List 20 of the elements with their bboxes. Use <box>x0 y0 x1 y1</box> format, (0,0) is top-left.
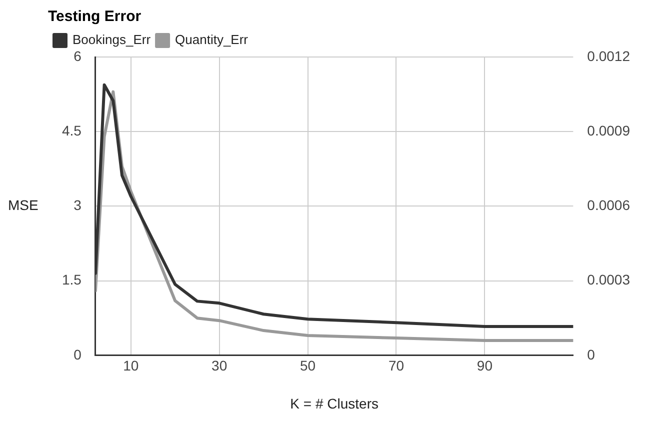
x-tick-label: 70 <box>388 358 404 374</box>
y2-tick-label: 0.0012 <box>587 48 630 64</box>
y-tick-label: 0 <box>74 346 82 362</box>
x-axis-title: K = # Clusters <box>290 395 378 412</box>
x-tick-label: 50 <box>300 358 316 374</box>
y2-tick-label: 0.0006 <box>587 197 630 214</box>
y2-tick-label: 0.0009 <box>587 122 630 138</box>
legend-label: Quantity_Err <box>175 32 249 48</box>
y-tick-label: 6 <box>74 48 82 64</box>
x-tick-label: 10 <box>123 358 139 374</box>
y2-tick-label: 0 <box>587 346 596 362</box>
y-tick-label: 4.5 <box>62 122 82 138</box>
y-axis-title: MSE <box>8 197 38 214</box>
y-tick-label: 3 <box>74 197 82 214</box>
x-tick-label: 30 <box>212 358 228 374</box>
y2-tick-label: 0.0003 <box>587 272 630 288</box>
y-tick-label: 1.5 <box>62 272 82 288</box>
x-tick-label: 90 <box>476 358 493 374</box>
legend-label: Bookings_Err <box>72 32 152 48</box>
chart-title: Testing Error <box>48 8 142 26</box>
